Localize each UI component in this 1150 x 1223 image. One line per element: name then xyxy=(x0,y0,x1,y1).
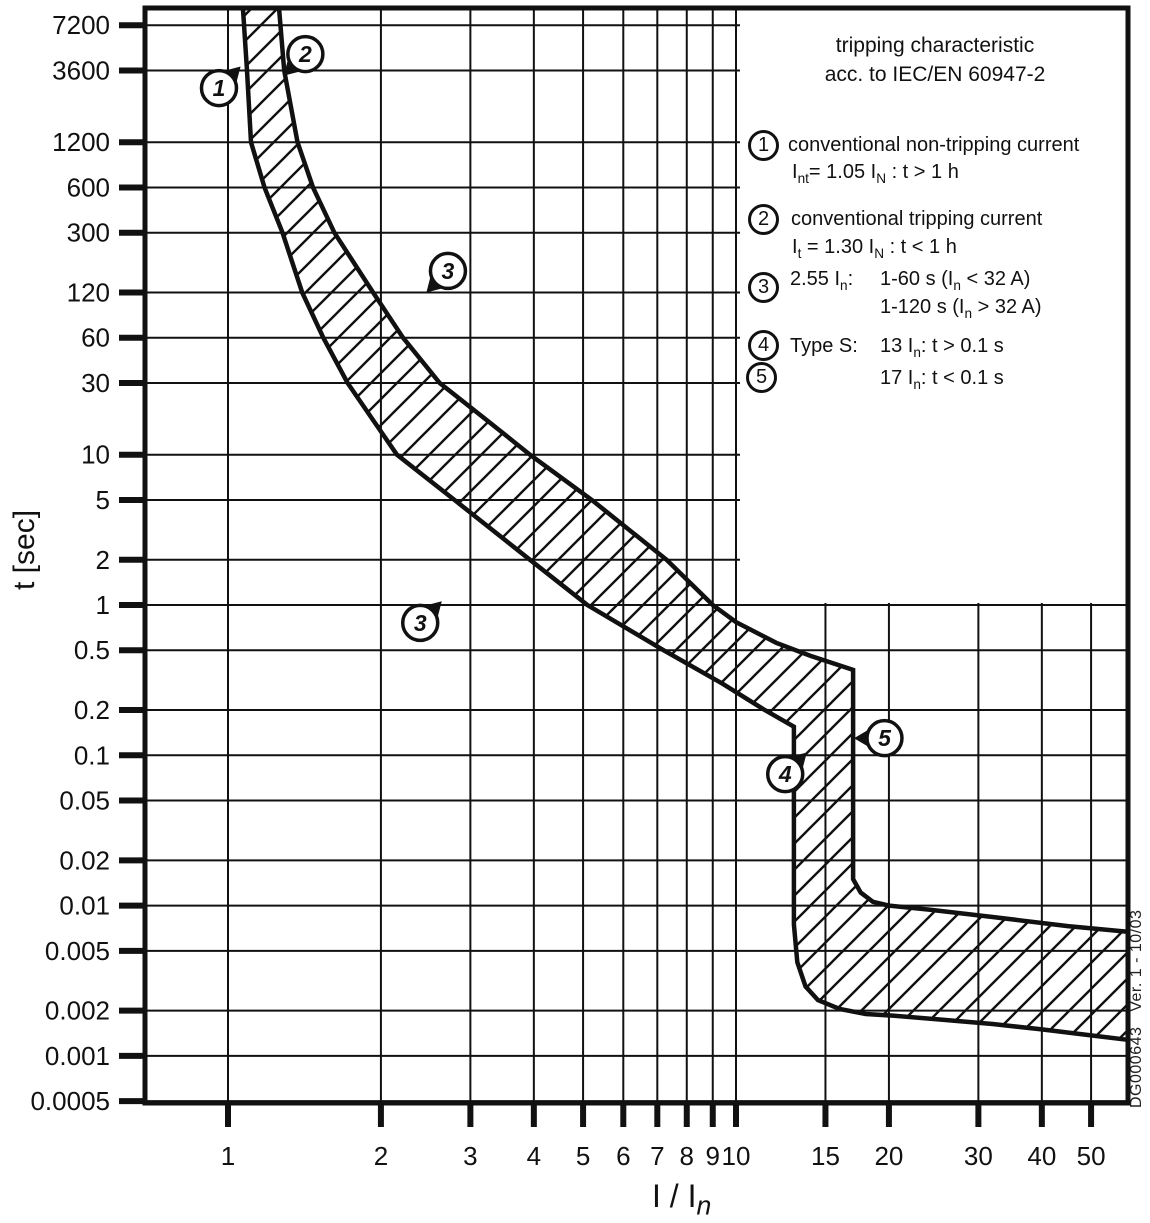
x-tick-label: 9 xyxy=(706,1141,720,1171)
marker-5: 5 xyxy=(854,718,904,758)
x-tick-label: 4 xyxy=(527,1141,541,1171)
legend-box xyxy=(740,10,1126,603)
legend-item-5-line1: 17 In: t < 0.1 s xyxy=(880,367,1004,392)
legend-item-3-label: 2.55 In: xyxy=(790,268,854,293)
y-tick-label: 0.2 xyxy=(74,695,110,725)
legend-title-line1: tripping characteristic xyxy=(835,34,1035,57)
y-axis-title: t [sec] xyxy=(8,509,41,590)
x-tick-label: 30 xyxy=(964,1141,993,1171)
x-tick-label: 15 xyxy=(811,1141,840,1171)
x-tick-label: 50 xyxy=(1077,1141,1106,1171)
x-tick-label: 6 xyxy=(616,1141,630,1171)
legend-number-2: 2 xyxy=(748,204,779,235)
legend-number-3: 3 xyxy=(748,272,779,303)
marker-circle xyxy=(765,754,805,794)
y-tick-label: 30 xyxy=(81,368,110,398)
x-tick-label: 2 xyxy=(374,1141,388,1171)
legend-item-1-line1: conventional non-tripping current xyxy=(788,134,1080,156)
legend-title-line2: acc. to IEC/EN 60947-2 xyxy=(824,63,1046,86)
tick-labels: 1 2 3 4 5 6 7 8 9 10 15 20 30 40 507200360012006003001… xyxy=(30,10,1105,1171)
y-tick-label: 0.02 xyxy=(59,845,110,875)
marker-circle xyxy=(199,68,239,108)
y-tick-label: 120 xyxy=(67,277,110,307)
marker-circle xyxy=(286,34,325,74)
marker-label: 2 xyxy=(298,41,312,67)
legend-item-3-line1: 1-60 s (In < 32 A) xyxy=(880,268,1031,293)
legend-item-1-line2: Int= 1.05 IN : t > 1 h xyxy=(792,161,959,186)
x-tick-label: 5 xyxy=(576,1141,590,1171)
y-tick-label: 0.0005 xyxy=(30,1086,110,1116)
y-tick-label: 0.1 xyxy=(74,740,110,770)
x-tick-label: 20 xyxy=(874,1141,903,1171)
legend-number-1: 1 xyxy=(748,130,779,161)
y-tick-label: 10 xyxy=(81,440,110,470)
plot-frame xyxy=(142,5,1131,1106)
y-tick-label: 0.5 xyxy=(74,635,110,665)
y-tick-label: 1 xyxy=(96,590,110,620)
y-tick-label: 0.001 xyxy=(45,1041,110,1071)
legend-number-4: 4 xyxy=(748,330,779,361)
legend-item-4-line1: 13 In: t > 0.1 s xyxy=(880,335,1004,360)
document-number: DG000643 Ver. 1 - 10/03 xyxy=(1128,909,1145,1108)
legend-number-5: 5 xyxy=(746,362,777,393)
y-tick-label: 1200 xyxy=(52,127,110,157)
marker-1: 1 xyxy=(199,66,241,108)
y-tick-label: 60 xyxy=(81,323,110,353)
y-tick-label: 2 xyxy=(96,545,110,575)
x-tick-label: 1 xyxy=(221,1141,235,1171)
y-tick-label: 0.005 xyxy=(45,936,110,966)
y-tick-label: 0.002 xyxy=(45,996,110,1026)
y-tick-label: 3600 xyxy=(52,55,110,85)
marker-label: 4 xyxy=(778,761,792,787)
marker-label: 1 xyxy=(213,75,226,101)
y-tick-label: 5 xyxy=(96,485,110,515)
x-tick-label: 10 xyxy=(722,1141,751,1171)
trip-band xyxy=(242,7,1128,1040)
y-tick-label: 0.05 xyxy=(59,786,110,816)
marker-circle xyxy=(428,251,468,291)
band-lower-boundary xyxy=(240,7,1128,1043)
marker-circle xyxy=(400,603,440,643)
marker-4: 4 xyxy=(765,752,807,794)
marker-label: 5 xyxy=(878,725,892,751)
marker-3: 3 xyxy=(426,251,468,293)
x-tick-label: 40 xyxy=(1027,1141,1056,1171)
marker-label: 3 xyxy=(442,258,455,284)
y-tick-label: 300 xyxy=(67,218,110,248)
y-tick-label: 7200 xyxy=(52,10,110,40)
y-tick-label: 0.01 xyxy=(59,891,110,921)
x-tick-label: 3 xyxy=(463,1141,477,1171)
band-upper-boundary xyxy=(276,7,1128,934)
x-tick-label: 8 xyxy=(680,1141,694,1171)
marker-circle xyxy=(865,718,904,758)
y-tick-label: 600 xyxy=(67,172,110,202)
legend-item-2-line2: It = 1.30 IN : t < 1 h xyxy=(792,236,957,261)
legend-item-3-line2: 1-120 s (In > 32 A) xyxy=(880,296,1042,321)
legend-item-4-label: Type S: xyxy=(790,335,858,357)
legend-item-2-line1: conventional tripping current xyxy=(791,208,1043,230)
marker-2: 2 xyxy=(283,34,325,76)
marker-label: 3 xyxy=(414,610,427,636)
ticks xyxy=(119,22,1095,1127)
x-axis-title: I / In xyxy=(652,1178,712,1221)
x-tick-label: 7 xyxy=(650,1141,664,1171)
marker-3: 3 xyxy=(400,601,442,643)
